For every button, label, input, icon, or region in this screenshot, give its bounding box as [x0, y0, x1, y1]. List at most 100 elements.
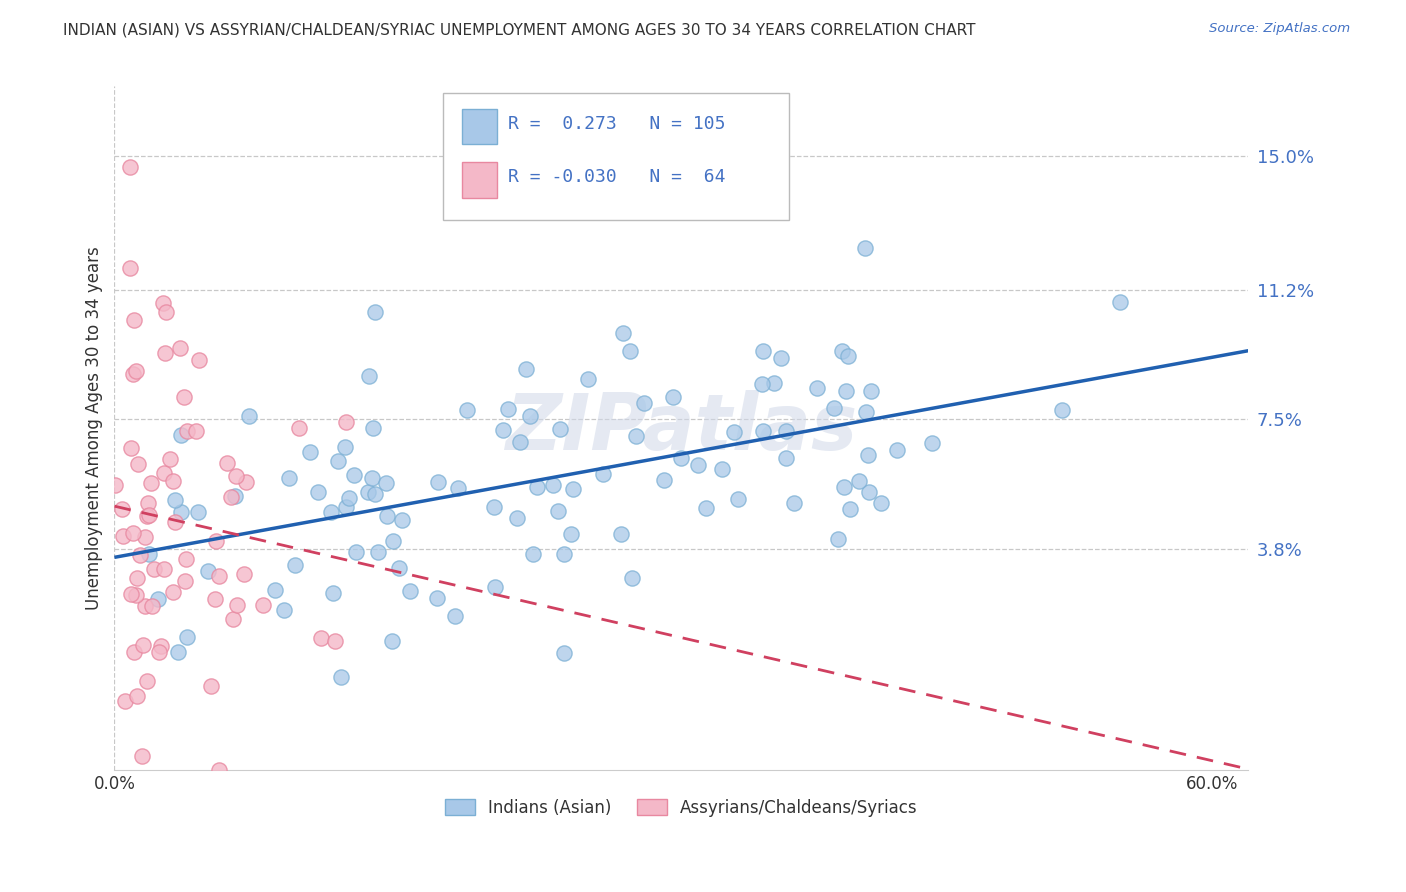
Point	[197, 564, 219, 578]
Point	[273, 603, 295, 617]
Point	[143, 562, 166, 576]
Text: INDIAN (ASIAN) VS ASSYRIAN/CHALDEAN/SYRIAC UNEMPLOYMENT AMONG AGES 30 TO 34 YEAR: INDIAN (ASIAN) VS ASSYRIAN/CHALDEAN/SYRI…	[63, 22, 976, 37]
Point	[456, 403, 478, 417]
Point	[187, 352, 209, 367]
Point	[204, 591, 226, 606]
Point	[343, 468, 366, 483]
Point	[344, 545, 367, 559]
Point	[152, 296, 174, 310]
Point	[711, 461, 734, 475]
Point	[152, 562, 174, 576]
Point	[377, 508, 399, 523]
Point	[120, 587, 142, 601]
Point	[848, 474, 870, 488]
Point	[311, 631, 333, 645]
Point	[138, 508, 160, 523]
Point	[592, 467, 614, 481]
Point	[751, 424, 773, 438]
Point	[132, 639, 155, 653]
Point	[225, 469, 247, 483]
Point	[806, 381, 828, 395]
Point	[125, 588, 148, 602]
Point	[135, 673, 157, 688]
Point	[686, 458, 709, 472]
Point	[856, 448, 879, 462]
Point	[835, 384, 858, 399]
Point	[361, 470, 384, 484]
Point	[921, 435, 943, 450]
FancyBboxPatch shape	[443, 93, 789, 219]
Point	[624, 428, 647, 442]
Point	[208, 569, 231, 583]
Point	[127, 457, 149, 471]
Point	[831, 343, 853, 358]
Point	[134, 530, 156, 544]
Point	[127, 689, 149, 703]
Point	[610, 526, 633, 541]
Point	[387, 561, 409, 575]
Point	[162, 474, 184, 488]
Y-axis label: Unemployment Among Ages 30 to 34 years: Unemployment Among Ages 30 to 34 years	[86, 246, 103, 610]
Point	[221, 613, 243, 627]
Point	[562, 482, 585, 496]
Point	[322, 586, 344, 600]
Point	[232, 566, 254, 581]
Point	[391, 513, 413, 527]
Point	[169, 428, 191, 442]
Point	[127, 571, 149, 585]
Point	[496, 402, 519, 417]
Point	[125, 363, 148, 377]
Text: ZIPatlas: ZIPatlas	[505, 390, 858, 467]
Point	[869, 496, 891, 510]
Point	[364, 305, 387, 319]
Point	[576, 372, 599, 386]
Point	[217, 456, 239, 470]
Point	[775, 424, 797, 438]
Point	[120, 260, 142, 275]
Point	[122, 644, 145, 658]
Point	[307, 485, 329, 500]
Point	[173, 390, 195, 404]
Point	[184, 424, 207, 438]
Point	[541, 478, 564, 492]
Point	[337, 491, 360, 506]
Point	[509, 434, 531, 449]
Bar	[463, 109, 496, 145]
Point	[200, 679, 222, 693]
Point	[398, 584, 420, 599]
Point	[138, 548, 160, 562]
Point	[319, 505, 342, 519]
Point	[751, 377, 773, 392]
Point	[482, 500, 505, 514]
Point	[506, 511, 529, 525]
Point	[298, 444, 321, 458]
Point	[238, 409, 260, 424]
Point	[855, 404, 877, 418]
Point	[382, 534, 405, 549]
Point	[837, 349, 859, 363]
Point	[838, 502, 860, 516]
Point	[163, 515, 186, 529]
Point	[762, 376, 785, 391]
Point	[329, 671, 352, 685]
Point	[149, 639, 172, 653]
Point	[136, 496, 159, 510]
Point	[633, 396, 655, 410]
Point	[135, 508, 157, 523]
Point	[652, 473, 675, 487]
Point	[165, 493, 187, 508]
Point	[727, 491, 749, 506]
Point	[669, 451, 692, 466]
Point	[153, 466, 176, 480]
Point	[205, 533, 228, 548]
Point	[886, 443, 908, 458]
Point	[170, 505, 193, 519]
Point	[335, 500, 357, 515]
Point	[162, 584, 184, 599]
Point	[174, 552, 197, 566]
Point	[323, 633, 346, 648]
Point	[783, 496, 806, 510]
Point	[367, 544, 389, 558]
Point	[612, 326, 634, 341]
Point	[146, 592, 169, 607]
